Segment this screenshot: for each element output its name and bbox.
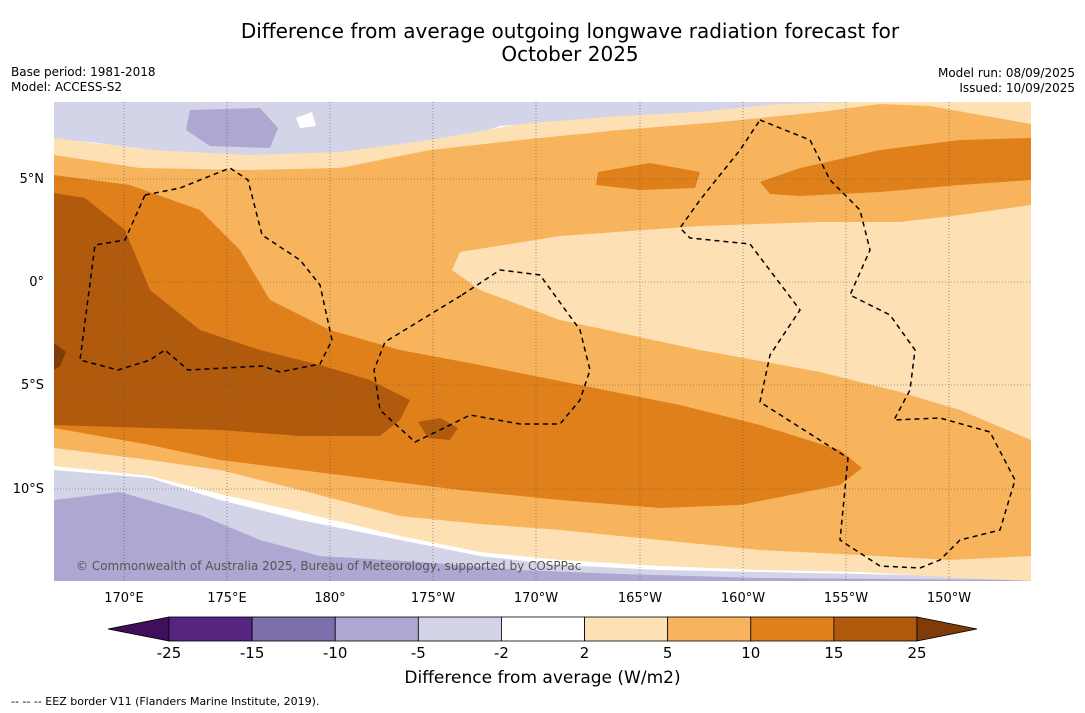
lat-label: 0° xyxy=(29,275,44,290)
lon-label: 175°W xyxy=(411,591,455,606)
copyright-text: © Commonwealth of Australia 2025, Bureau… xyxy=(76,559,581,573)
base-period: Base period: 1981-2018 xyxy=(11,65,156,79)
colorbar-tick-label: 15 xyxy=(824,644,843,662)
colorbar-tick-label: -5 xyxy=(411,644,426,662)
eez-border-line-islands xyxy=(679,119,1016,569)
colorbar-swatch xyxy=(417,616,502,642)
model-run-date: Model run: 08/09/2025 xyxy=(937,66,1075,80)
positive-band-15-25-patch xyxy=(418,418,458,440)
model-info: Base period: 1981-2018 Model: ACCESS-S2 xyxy=(11,65,156,95)
colorbar-swatch xyxy=(334,616,419,642)
colorbar-extension-high xyxy=(916,616,978,642)
positive-band-10-15-north xyxy=(760,138,1031,196)
colorbar-tick-label: -25 xyxy=(157,644,182,662)
colorbar: -25 -15 -10 -5 -2 2 5 10 15 25 xyxy=(107,616,978,662)
title-line-2: October 2025 xyxy=(501,42,639,66)
colorbar-tick-label: -10 xyxy=(323,644,348,662)
north-negative-band xyxy=(54,102,1031,160)
run-info: Model run: 08/09/2025 Issued: 10/09/2025 xyxy=(938,66,1075,96)
lon-label: 180° xyxy=(314,591,345,606)
colorbar-tick-label: -2 xyxy=(494,644,509,662)
lon-labels: 170°E 175°E 180° 175°W 170°W 165°W 160°W… xyxy=(104,591,971,606)
lat-label: 5°N xyxy=(20,172,45,187)
lat-label: 10°S xyxy=(13,482,44,497)
colorbar-swatch xyxy=(750,616,835,642)
colorbar-tick-label: 5 xyxy=(663,644,673,662)
positive-band-25-plus xyxy=(54,343,66,370)
colorbar-label: Difference from average (W/m2) xyxy=(404,668,681,688)
colorbar-swatch xyxy=(667,616,752,642)
eez-legend-note: -- -- -- EEZ border V11 (Flanders Marine… xyxy=(11,695,320,708)
lon-label: 155°W xyxy=(824,591,868,606)
eez-border-phoenix xyxy=(373,269,591,443)
colorbar-swatch xyxy=(501,616,585,642)
colorbar-swatch xyxy=(833,616,918,642)
colorbar-swatch xyxy=(584,616,669,642)
model-name: Model: ACCESS-S2 xyxy=(11,80,123,94)
colorbar-extension-low xyxy=(107,616,170,642)
lon-label: 170°E xyxy=(104,591,144,606)
map-title: Difference from average outgoing longwav… xyxy=(0,20,1085,66)
north-negative-patch xyxy=(186,108,278,148)
colorbar-swatch xyxy=(251,616,336,642)
north-white-patch xyxy=(296,112,316,128)
lon-label: 150°W xyxy=(927,591,971,606)
lon-label: 160°W xyxy=(721,591,765,606)
title-line-1: Difference from average outgoing longwav… xyxy=(240,19,900,43)
anomaly-field xyxy=(54,102,1031,581)
eez-border-tuvalu xyxy=(79,167,333,373)
colorbar-tick-label: -15 xyxy=(240,644,265,662)
colorbar-swatch xyxy=(168,616,253,642)
lat-label: 5°S xyxy=(21,378,44,393)
eez-borders xyxy=(79,119,1016,569)
colorbar-tick-label: 10 xyxy=(741,644,760,662)
colorbar-tick-label: 25 xyxy=(907,644,926,662)
positive-band-15-25 xyxy=(54,193,410,436)
positive-band-10-15-patch xyxy=(596,163,700,190)
gridlines xyxy=(54,102,1031,581)
lon-label: 170°W xyxy=(514,591,558,606)
south-negative-core xyxy=(54,492,1031,581)
lat-labels: 5°N 0° 5°S 10°S xyxy=(13,172,44,497)
issued-date: Issued: 10/09/2025 xyxy=(959,81,1075,95)
lon-label: 165°W xyxy=(618,591,662,606)
colorbar-tick-label: 2 xyxy=(580,644,590,662)
lon-label: 175°E xyxy=(207,591,247,606)
